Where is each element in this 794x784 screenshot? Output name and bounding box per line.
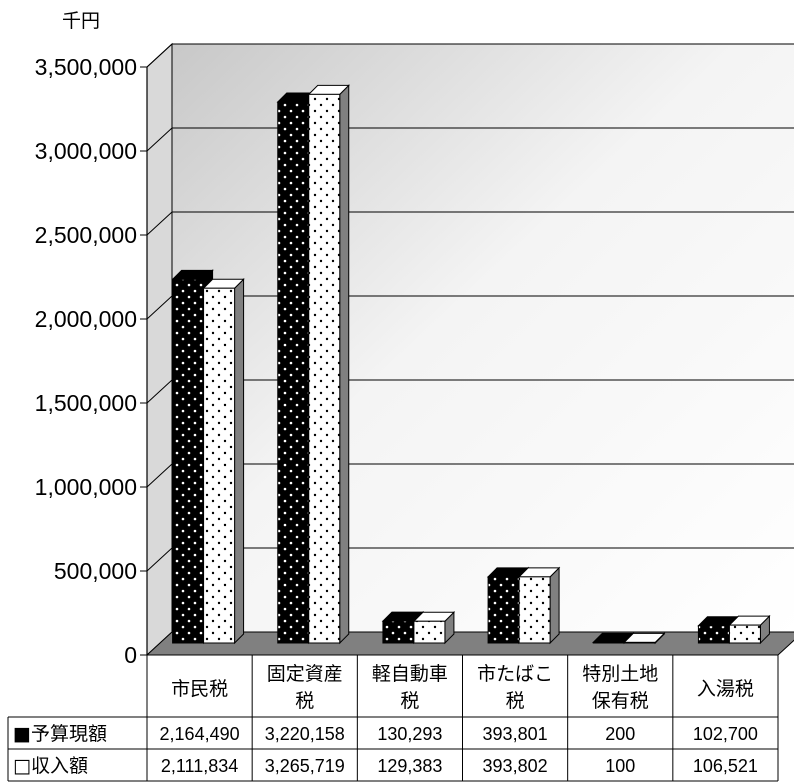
bar-3-1 — [517, 566, 561, 645]
bar-front — [382, 620, 415, 644]
y-tick-label: 0 — [124, 642, 137, 668]
gridline — [146, 463, 794, 488]
gridline — [146, 295, 794, 320]
back-wall — [171, 43, 794, 633]
legend-marker: □ — [13, 755, 31, 777]
data-value-label: 200 — [605, 724, 635, 744]
category-label: 税 — [295, 690, 314, 712]
category-label: 税 — [400, 690, 419, 712]
legend-series-name: 予算現額 — [31, 723, 107, 745]
bar-1-1 — [307, 84, 350, 645]
data-value-label: 393,802 — [483, 756, 548, 776]
data-value-label: 129,383 — [377, 756, 442, 776]
y-tick-label: 3,000,000 — [35, 138, 137, 164]
y-axis: 0 500,000 1,000,000 1,500,000 2,000,000 2,500… — [35, 54, 148, 668]
y-axis-unit-label: 千円 — [62, 10, 100, 32]
side-wall — [146, 42, 173, 657]
bar-front — [203, 287, 236, 644]
category-label: 税 — [506, 690, 525, 712]
data-value-label: 2,111,834 — [161, 756, 238, 776]
legend-entry: □収入額 — [13, 755, 88, 777]
category-label: 固定資産 — [267, 663, 343, 685]
data-value-label: 393,801 — [483, 724, 548, 744]
category-label: 市民税 — [171, 678, 228, 700]
category-label: 入湯税 — [697, 678, 754, 700]
data-value-label: 2,164,490 — [160, 724, 240, 744]
bar-front — [728, 624, 761, 644]
legend-series-name: 収入額 — [31, 755, 88, 777]
data-value-label: 106,521 — [693, 756, 758, 776]
gridline — [146, 211, 794, 236]
y-tick-label: 3,500,000 — [35, 54, 137, 80]
gridline — [146, 379, 794, 404]
y-tick-label: 2,000,000 — [35, 306, 137, 332]
category-label: 軽自動車 — [372, 663, 448, 685]
bar-front — [308, 93, 341, 644]
y-tick-label: 1,500,000 — [35, 390, 137, 416]
bar-5-1 — [728, 614, 771, 645]
bar-side — [234, 278, 245, 645]
bar-4-1 — [623, 632, 666, 645]
bar-front — [623, 641, 656, 644]
bar-front — [277, 101, 310, 644]
bar-front — [518, 576, 551, 644]
bars — [171, 84, 771, 645]
gridline — [146, 547, 794, 572]
data-value-label: 130,293 — [377, 724, 442, 744]
bar-0-1 — [202, 278, 245, 645]
data-value-label: 3,265,719 — [265, 756, 345, 776]
bar-front — [487, 576, 520, 644]
bar-2-1 — [412, 611, 456, 645]
bar-side — [549, 566, 560, 645]
gridline — [146, 127, 794, 152]
data-value-label: 100 — [605, 756, 635, 776]
legend-marker: ■ — [13, 723, 31, 745]
bar-front — [697, 625, 730, 644]
legend-entry: ■予算現額 — [13, 723, 107, 745]
bar-front — [592, 641, 625, 644]
bar-front — [172, 278, 205, 644]
y-tick-label: 2,500,000 — [35, 222, 137, 248]
gridlines — [146, 43, 794, 572]
data-value-label: 102,700 — [693, 724, 758, 744]
category-label: 特別土地 — [582, 663, 658, 685]
gridline — [146, 43, 794, 68]
data-value-label: 3,220,158 — [265, 724, 345, 744]
category-label: 保有税 — [592, 690, 649, 712]
floor — [145, 631, 794, 656]
category-label: 市たばこ — [477, 663, 553, 685]
y-tick-label: 1,000,000 — [35, 474, 137, 500]
bar-side — [339, 84, 350, 645]
y-tick-label: 500,000 — [54, 558, 137, 584]
bar-front — [413, 620, 446, 644]
